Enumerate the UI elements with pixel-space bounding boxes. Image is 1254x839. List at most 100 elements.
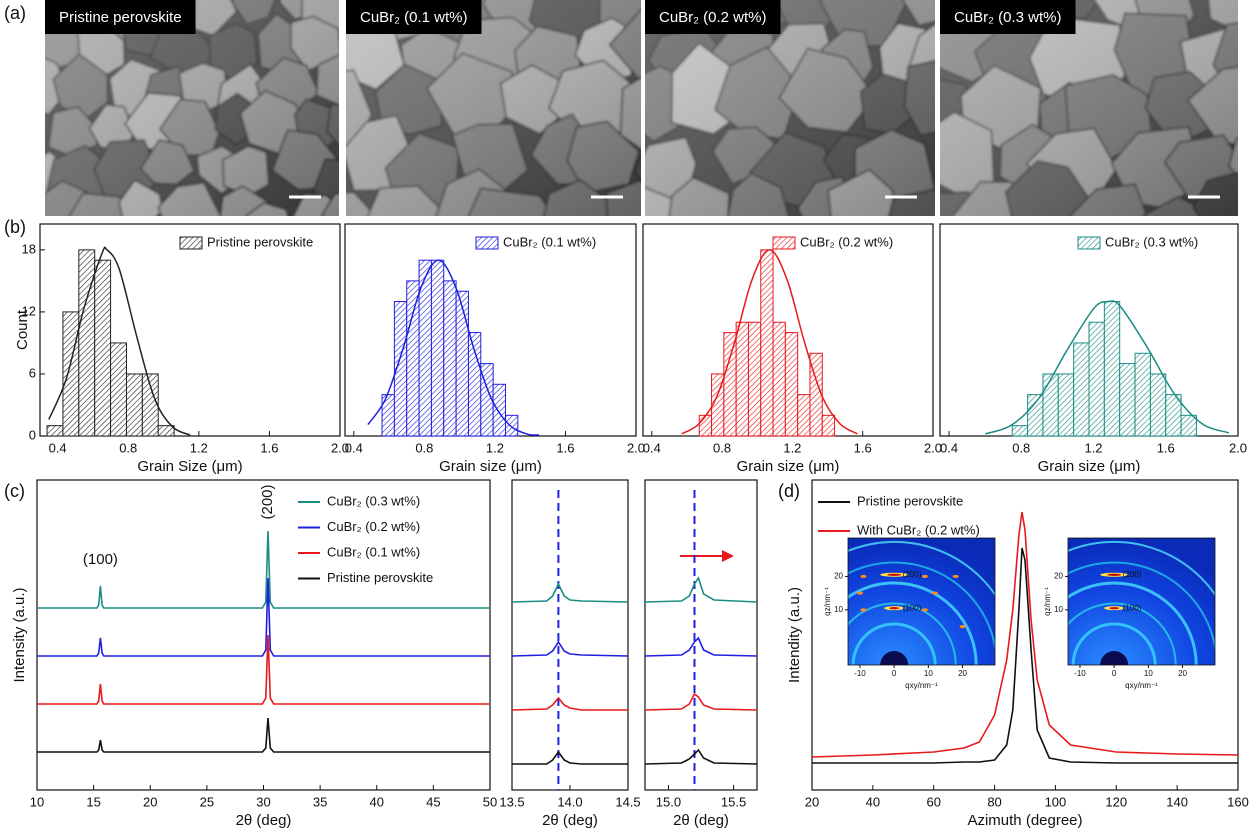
x-tick-label: 1.2 [190, 440, 208, 455]
bar [406, 280, 420, 437]
x-tick-label: 1.2 [783, 440, 801, 455]
x-tick-label: 160 [1227, 794, 1249, 809]
x-tick-label: 15 [86, 794, 100, 809]
y-axis-label: Intensity (a.u.) [11, 587, 28, 682]
x-tick-label: 20 [143, 794, 157, 809]
diffraction-ring [1068, 581, 1198, 665]
x-tick-label: 45 [426, 794, 440, 809]
x-tick-label: 120 [1105, 794, 1127, 809]
inset-x-tick-label: 20 [958, 669, 967, 678]
sem-image [45, 0, 339, 216]
inset-x-tick-label: -10 [1074, 669, 1086, 678]
x-tick-label: 0.4 [49, 440, 67, 455]
beam-stop [1100, 651, 1129, 665]
x-tick-label: 40 [370, 794, 384, 809]
fit-curve [367, 259, 540, 436]
bragg-spot-core [1107, 573, 1122, 576]
bar [110, 342, 127, 437]
bragg-spot [959, 624, 966, 629]
label-background [45, 0, 196, 34]
panel-label: (c) [4, 481, 25, 501]
label-background [346, 0, 482, 34]
sem-label: Pristine perovskite [59, 9, 182, 26]
legend-label: Pristine perovskite [857, 493, 963, 508]
giwaxs-image [848, 538, 995, 665]
sem-label: CuBr₂ (0.3 wt%) [954, 9, 1062, 26]
x-tick-label: 1.6 [854, 440, 872, 455]
sem-shade [346, 0, 641, 216]
inset-annotation: (100) [1123, 603, 1142, 612]
diffraction-ring [1068, 540, 1215, 597]
peak-label: (200) [259, 484, 276, 519]
legend-swatch [772, 236, 796, 250]
bragg-spot-core [1109, 606, 1120, 610]
x-tick-label: 14.0 [557, 794, 582, 809]
series-line [644, 576, 758, 603]
x-tick-label: 1.6 [556, 440, 574, 455]
x-tick-label: 2.0 [924, 440, 942, 455]
diffraction-ring [848, 581, 978, 665]
bar [1119, 363, 1136, 437]
x-tick-label: 100 [1045, 794, 1067, 809]
series-line [37, 634, 490, 705]
giwaxs-background [1068, 538, 1215, 665]
bragg-spot [921, 608, 928, 612]
bar [157, 425, 175, 437]
x-tick-label: 2.0 [1229, 440, 1247, 455]
bar [797, 394, 811, 437]
bar [698, 414, 713, 437]
bar [1011, 425, 1029, 437]
bragg-spot [860, 574, 867, 579]
bar [504, 414, 519, 437]
bar [94, 259, 112, 437]
legend-label: CuBr₂ (0.2 wt%) [800, 234, 893, 249]
inset-annotation: (100) [903, 603, 922, 612]
shift-arrow-head [722, 550, 734, 562]
x-tick-label: 0.8 [1012, 440, 1030, 455]
x-tick-label: 20 [805, 794, 819, 809]
x-tick-label: 60 [926, 794, 940, 809]
sem-label: CuBr₂ (0.1 wt%) [360, 9, 468, 26]
bragg-spot [860, 608, 867, 612]
diffraction-ring [848, 561, 995, 654]
inset-y-tick-label: 20 [1054, 572, 1063, 581]
plot-frame [811, 479, 1239, 791]
series-line [644, 636, 758, 657]
x-axis-label: 2θ (deg) [673, 812, 729, 829]
series-line [644, 748, 758, 765]
bar [760, 249, 774, 437]
legend-label: Pristine perovskite [207, 234, 313, 249]
inset-x-tick-label: 10 [924, 669, 933, 678]
legend-label: CuBr₂ (0.1 wt%) [503, 234, 596, 249]
x-axis-label: Grain size (μm) [1038, 458, 1141, 475]
legend-label: CuBr₂ (0.2 wt%) [327, 519, 420, 534]
diffraction-ring [851, 622, 937, 665]
fit-curve [984, 300, 1230, 435]
bar [735, 321, 749, 437]
inset-frame [847, 537, 996, 666]
bragg-spot-core [887, 573, 902, 576]
peak-label: (100) [83, 551, 118, 568]
x-tick-label: 1.2 [1084, 440, 1102, 455]
beam-stop [880, 651, 909, 665]
x-tick-label: 10 [30, 794, 44, 809]
y-axis-label: Count [14, 309, 31, 350]
bar [809, 352, 823, 437]
inset-y-tick-label: 20 [834, 572, 843, 581]
bar [430, 259, 445, 437]
plot-frame [644, 479, 758, 791]
bar [467, 332, 482, 437]
bragg-spot [952, 574, 959, 579]
legend-swatch [1077, 236, 1101, 250]
bar [1180, 414, 1197, 437]
sem-shade [645, 0, 935, 216]
x-tick-label: 50 [483, 794, 497, 809]
bar [747, 321, 762, 437]
giwaxs-background [848, 538, 995, 665]
inset-x-tick-label: 0 [892, 669, 897, 678]
plot-frame [39, 223, 341, 437]
legend-swatch [179, 236, 203, 250]
bragg-spot [856, 591, 863, 595]
x-tick-label: 0.8 [119, 440, 137, 455]
